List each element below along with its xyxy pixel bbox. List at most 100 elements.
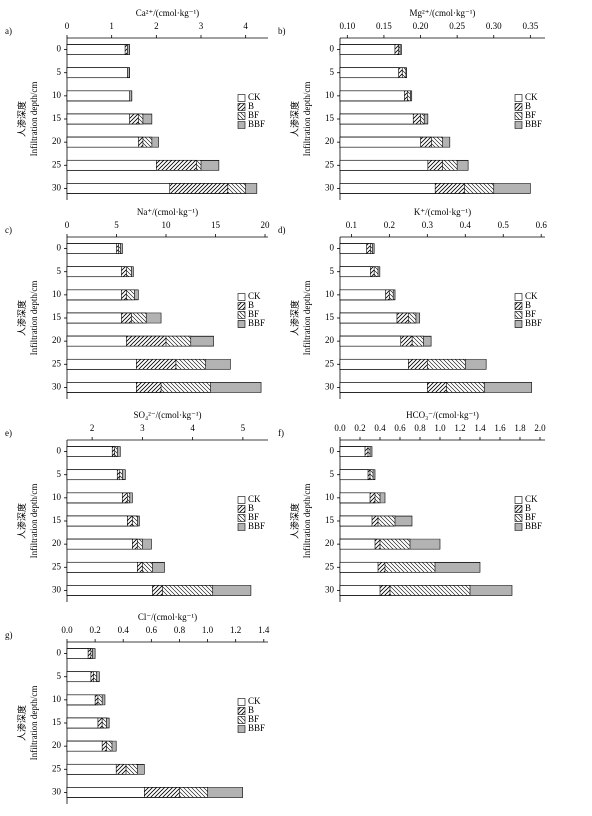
- x-tick-label: 0.8: [414, 423, 426, 433]
- bar: [66, 585, 153, 596]
- x-tick-label: 10: [162, 220, 172, 230]
- x-tick-label: 0: [65, 21, 70, 31]
- bar: [339, 515, 373, 527]
- legend-label: BF: [248, 512, 259, 522]
- panel-label: e): [5, 428, 12, 438]
- x-tick-label: 0.2: [354, 423, 365, 433]
- x-tick-label: 1.8: [514, 423, 526, 433]
- y-axis-title: 人渗深度: [16, 503, 27, 539]
- legend-swatch: [514, 293, 523, 301]
- bar: [66, 382, 137, 393]
- x-tick-label: 1.2: [230, 625, 241, 635]
- y-tick-label: 5: [57, 469, 62, 479]
- y-tick-label: 25: [52, 763, 62, 773]
- legend-swatch: [514, 121, 523, 129]
- y-tick-label: 30: [52, 381, 62, 391]
- y-tick-label: 5: [330, 266, 335, 276]
- x-tick-label: 4: [190, 423, 195, 433]
- legend-swatch: [514, 514, 523, 522]
- x-tick-label: 0.35: [522, 21, 538, 31]
- x-tick-label: 2: [154, 21, 159, 31]
- x-tick-label: 3: [199, 21, 204, 31]
- bar: [66, 136, 139, 148]
- bar: [66, 515, 128, 527]
- bar: [339, 67, 399, 79]
- bar: [66, 717, 99, 729]
- bar: [66, 312, 122, 324]
- x-tick-label: 0.4: [374, 423, 386, 433]
- y-axis-title: 人渗深度: [289, 101, 300, 137]
- x-tick-label: 0.10: [339, 21, 355, 31]
- legend-swatch: [237, 698, 246, 706]
- legend-label: CK: [248, 291, 261, 301]
- axis-title: Mg²⁺/(cmol·kg⁻¹): [410, 8, 476, 18]
- x-tick-label: 2.0: [534, 423, 546, 433]
- legend-swatch: [237, 523, 246, 531]
- bar: [339, 289, 386, 301]
- x-tick-label: 0.1: [346, 220, 357, 230]
- bar: [339, 382, 428, 393]
- x-tick-label: 0.6: [394, 423, 406, 433]
- y-tick-label: 0: [330, 446, 335, 456]
- legend-label: CK: [248, 494, 261, 504]
- bar: [339, 538, 376, 550]
- x-tick-label: 5: [114, 220, 119, 230]
- legend-label: BBF: [248, 521, 265, 531]
- bar: [66, 787, 145, 798]
- axis-title: SO₄²⁻/(cmol·kg⁻¹): [133, 410, 201, 420]
- panel-label: f): [278, 428, 284, 438]
- legend-swatch: [237, 716, 246, 724]
- bar: [66, 266, 122, 278]
- bar: [66, 243, 117, 254]
- bar: [339, 446, 366, 457]
- legend-swatch: [237, 311, 246, 319]
- bar: [339, 90, 405, 102]
- y-tick-label: 15: [325, 312, 335, 322]
- panel-label: g): [5, 630, 13, 640]
- x-tick-label: 5: [241, 423, 246, 433]
- legend-swatch: [237, 112, 246, 120]
- bar: [66, 183, 171, 194]
- legend-label: CK: [525, 291, 538, 301]
- bar: [339, 159, 429, 171]
- bar: [66, 159, 157, 171]
- bar: [66, 538, 133, 550]
- legend-swatch: [237, 103, 246, 111]
- y-tick-label: 30: [52, 584, 62, 594]
- y-tick-label: 20: [325, 136, 335, 146]
- y-axis-title: 人渗深度: [289, 503, 300, 539]
- bar: [66, 90, 130, 102]
- x-tick-label: 0.2: [89, 625, 100, 635]
- axis-title: Ca²⁺/(cmol·kg⁻¹): [136, 8, 199, 18]
- y-tick-label: 5: [57, 266, 62, 276]
- y-tick-label: 30: [52, 182, 62, 192]
- x-tick-label: 0.8: [174, 625, 186, 635]
- bar: [66, 335, 127, 347]
- x-tick-label: 0.0: [334, 423, 346, 433]
- bar: [66, 67, 128, 79]
- x-tick-label: 1.0: [434, 423, 446, 433]
- legend-label: CK: [525, 494, 538, 504]
- x-tick-label: 4: [243, 21, 248, 31]
- legend-swatch: [514, 112, 523, 120]
- legend-label: BBF: [525, 318, 542, 328]
- legend-label: CK: [248, 92, 261, 102]
- x-tick-label: 1.0: [202, 625, 214, 635]
- y-tick-label: 10: [52, 289, 62, 299]
- y-tick-label: 10: [52, 90, 62, 100]
- x-tick-label: 0.2: [384, 220, 395, 230]
- bar: [66, 492, 123, 504]
- y-tick-label: 25: [325, 561, 335, 571]
- x-tick-label: 1.4: [258, 625, 270, 635]
- y-tick-label: 15: [325, 515, 335, 525]
- y-tick-label: 0: [330, 243, 335, 253]
- legend-swatch: [237, 320, 246, 328]
- y-axis-title: Infiltration depth/cm: [29, 484, 39, 559]
- y-tick-label: 20: [52, 335, 62, 345]
- legend-label: B: [525, 101, 531, 111]
- y-tick-label: 5: [57, 67, 62, 77]
- bar: [66, 671, 92, 683]
- legend-label: CK: [248, 696, 261, 706]
- y-tick-label: 30: [325, 584, 335, 594]
